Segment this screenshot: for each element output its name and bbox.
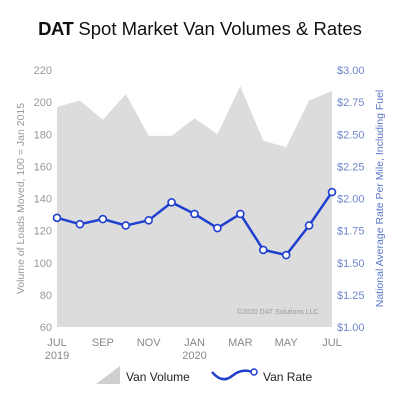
y-left-tick-label: 140: [34, 194, 52, 206]
x-tick-label: SEP: [92, 337, 114, 349]
van-rate-point: [190, 209, 199, 219]
y-left-tick-label: 180: [34, 129, 52, 141]
x-tick-label: JAN: [184, 337, 205, 349]
y-right-tick-label: $1.00: [337, 322, 365, 334]
legend-van-volume-label: Van Volume: [126, 370, 190, 384]
y-right-axis-title: National Average Rate Per Mile, Includin…: [374, 90, 386, 308]
van-rate-point: [258, 245, 268, 255]
y-right-tick-label: $2.25: [337, 161, 365, 173]
van-rate-point: [213, 223, 222, 233]
y-left-tick-label: 100: [34, 258, 52, 270]
legend-van-rate-marker: [250, 368, 258, 376]
y-right-tick-label: $1.50: [337, 258, 365, 270]
van-rate-point: [167, 198, 176, 207]
series-van-volume-area: [57, 86, 332, 327]
legend-van-volume-swatch: [96, 366, 120, 384]
van-rate-point: [98, 214, 108, 224]
van-rate-point: [75, 219, 85, 229]
y-left-tick-label: 200: [34, 97, 52, 109]
chart-title-brand: DAT: [38, 18, 74, 39]
y-right-tick-label: $2.50: [337, 129, 365, 141]
chart-title: DAT Spot Market Van Volumes & Rates: [0, 18, 400, 40]
chart-credit: ©2020 DAT Solutions LLC: [237, 308, 319, 316]
x-tick-label: NOV: [137, 337, 162, 349]
x-tick-label: JUL: [322, 337, 342, 349]
van-rate-point: [52, 213, 62, 223]
y-right-tick-label: $1.75: [337, 226, 365, 238]
x-tick-label: MAR: [228, 337, 253, 349]
y-right-tick-label: $2.75: [337, 97, 365, 109]
y-left-tick-label: 80: [40, 290, 52, 302]
x-tick-year-label: 2019: [45, 350, 69, 362]
van-rate-point: [304, 221, 314, 230]
x-tick-year-label: 2020: [182, 350, 206, 362]
legend-van-rate-swatch: [211, 369, 253, 381]
y-right-tick-label: $1.25: [337, 290, 365, 302]
van-rate-point: [144, 216, 153, 225]
van-rate-point: [121, 221, 131, 230]
y-left-tick-label: 160: [34, 161, 52, 173]
y-left-tick-label: 120: [34, 226, 52, 238]
chart-title-text: Spot Market Van Volumes & Rates: [78, 18, 362, 39]
x-tick-label: JUL: [47, 337, 67, 349]
legend-van-rate-label: Van Rate: [263, 370, 312, 384]
van-rate-point: [281, 250, 291, 260]
van-rate-point: [327, 187, 337, 197]
y-left-tick-label: 60: [40, 322, 52, 334]
y-right-tick-label: $2.00: [337, 194, 365, 206]
x-tick-label: MAY: [275, 337, 299, 349]
van-rate-point: [236, 209, 245, 219]
y-left-axis-title: Volume of Loads Moved, 100 = Jan 2015: [15, 103, 27, 294]
y-left-tick-label: 220: [34, 65, 52, 77]
y-right-tick-label: $3.00: [337, 65, 365, 77]
